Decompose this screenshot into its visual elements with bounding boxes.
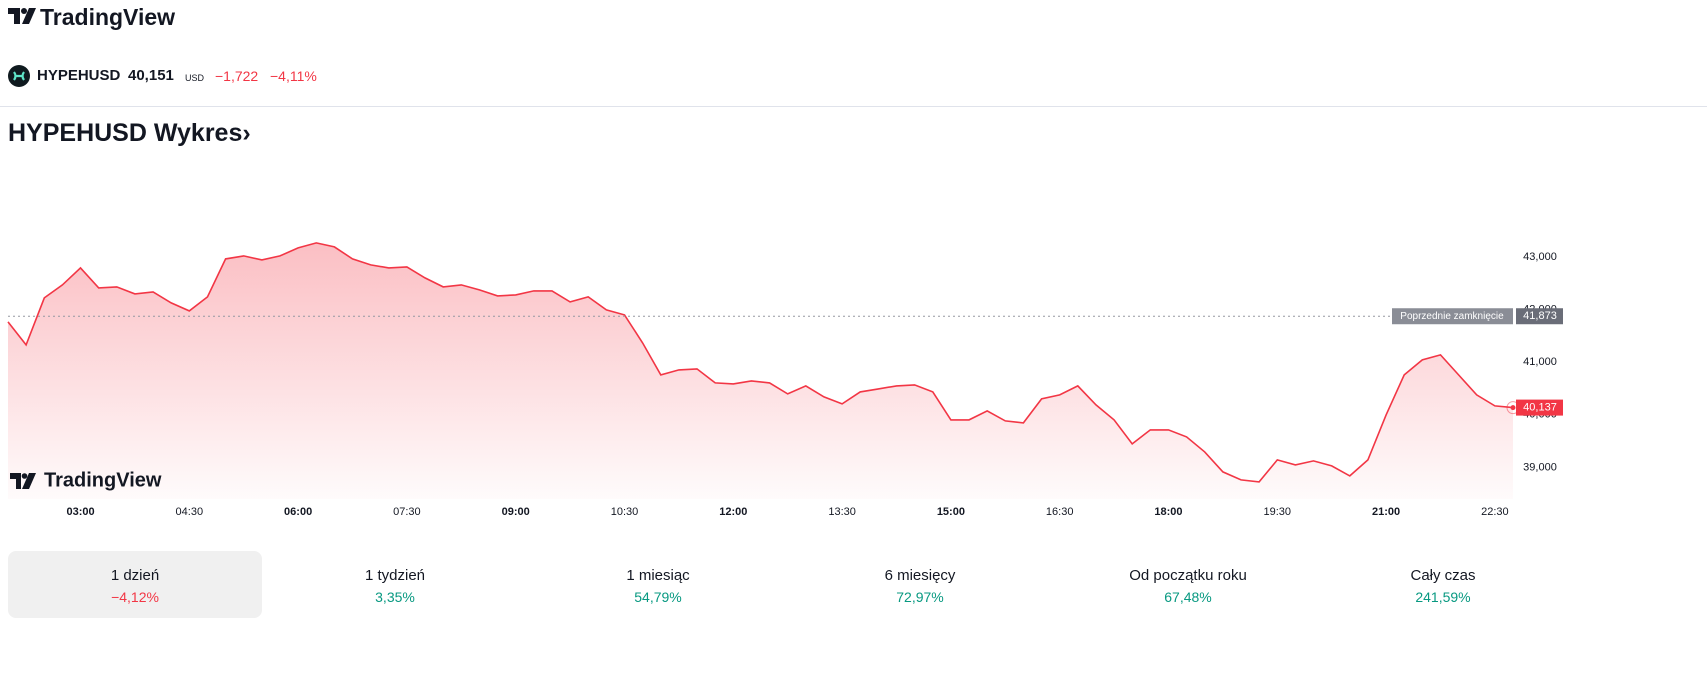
x-tick-label: 10:30 xyxy=(611,506,639,518)
period-change: 3,35% xyxy=(375,589,415,605)
x-tick-label: 06:00 xyxy=(284,506,312,518)
period-label: Cały czas xyxy=(1410,567,1476,584)
chart: 39,00040,00041,00042,00043,00003:0004:30… xyxy=(7,242,1563,518)
period-label: 1 dzień xyxy=(110,567,160,584)
period-change: 54,79% xyxy=(634,589,682,605)
period-tab[interactable]: 1 dzień −4,12% xyxy=(8,551,262,618)
previous-close-tag xyxy=(1392,308,1513,325)
logo-icon xyxy=(8,8,36,24)
period-change: −4,12% xyxy=(111,589,159,605)
price-line xyxy=(7,242,1514,483)
period-label: Od początku roku xyxy=(1129,567,1247,584)
watermark: TradingView xyxy=(44,469,162,491)
divider xyxy=(0,106,1707,107)
last-price-dot xyxy=(1510,405,1516,411)
y-tick-label: 39,000 xyxy=(1523,461,1557,473)
chart-title[interactable]: HYPEHUSD Wykres› xyxy=(8,119,251,148)
period-change: 72,97% xyxy=(896,589,944,605)
x-tick-label: 21:00 xyxy=(1372,506,1400,518)
area-fill xyxy=(8,242,1513,499)
x-tick-label: 09:00 xyxy=(502,506,530,518)
x-tick-label: 12:00 xyxy=(719,506,747,518)
period-tab[interactable]: 1 tydzień 3,35% xyxy=(268,551,522,618)
period-change: 241,59% xyxy=(1415,589,1471,605)
symbol-icon xyxy=(8,65,30,87)
x-tick-label: 15:00 xyxy=(937,506,965,518)
previous-close-value: 41,873 xyxy=(1523,310,1557,322)
symbol-currency: USD xyxy=(185,73,205,83)
period-label: 6 miesięcy xyxy=(884,567,956,584)
period-label: 1 tydzień xyxy=(364,567,426,584)
previous-close-value-tag xyxy=(1516,308,1563,325)
x-tick-label: 19:30 xyxy=(1264,506,1292,518)
last-price-label: 40,137 xyxy=(1523,402,1557,414)
y-tick-label: 41,000 xyxy=(1523,356,1557,368)
period-tab[interactable]: Od początku roku 67,48% xyxy=(1061,551,1315,618)
previous-close-name: Poprzednie zamknięcie xyxy=(1400,311,1504,322)
period-tab[interactable]: 1 miesiąc 54,79% xyxy=(531,551,785,618)
x-tick-label: 07:30 xyxy=(393,506,421,518)
period-label: 1 miesiąc xyxy=(626,567,690,584)
logo-text[interactable]: TradingView xyxy=(40,4,176,30)
symbol-change-percent: −4,11% xyxy=(270,68,317,84)
watermark-dot xyxy=(21,473,28,479)
x-tick-label: 04:30 xyxy=(176,506,204,518)
last-price-tag xyxy=(1516,399,1563,416)
symbol-name[interactable]: HYPEHUSD xyxy=(37,67,121,84)
chevron: › xyxy=(242,119,251,147)
x-tick-label: 22:30 xyxy=(1481,506,1509,518)
symbol-change: −1,722 xyxy=(215,68,259,84)
period-change: 67,48% xyxy=(1164,589,1212,605)
y-tick-label: 43,000 xyxy=(1523,251,1557,263)
x-tick-label: 13:30 xyxy=(828,506,856,518)
x-tick-label: 16:30 xyxy=(1046,506,1074,518)
symbol-price: 40,151 xyxy=(128,67,174,84)
x-tick-label: 03:00 xyxy=(66,506,94,518)
watermark-shape xyxy=(10,473,36,489)
period-tab[interactable]: Cały czas 241,59% xyxy=(1316,551,1570,618)
chart-title-text[interactable]: HYPEHUSD Wykres xyxy=(8,119,243,147)
period-tab[interactable]: 6 miesięcy 72,97% xyxy=(793,551,1047,618)
watermark-icon xyxy=(10,473,36,489)
x-tick-label: 18:00 xyxy=(1154,506,1182,518)
